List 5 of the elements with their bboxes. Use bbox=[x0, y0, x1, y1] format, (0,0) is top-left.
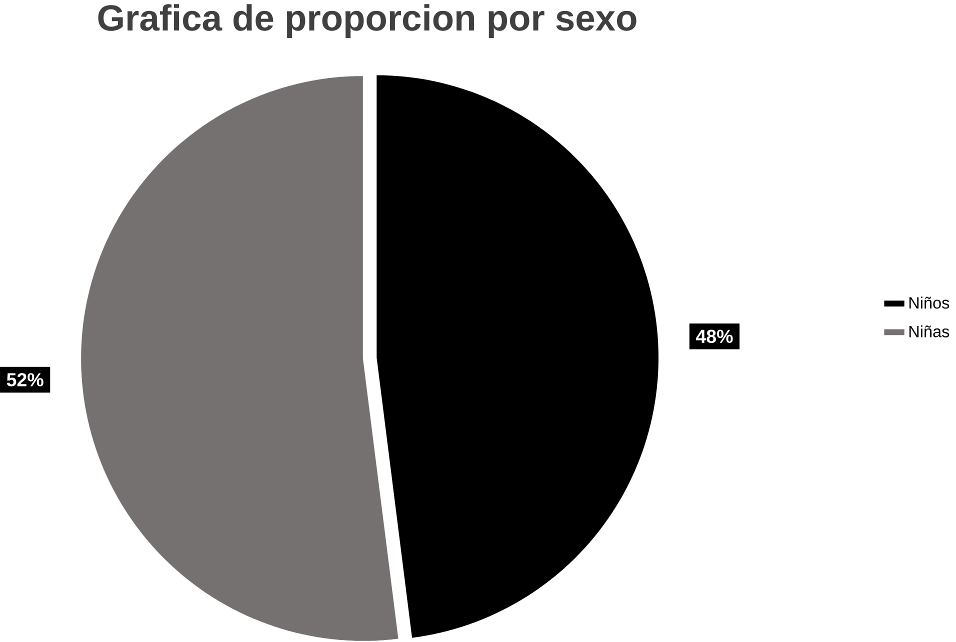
data-label: 48% bbox=[696, 330, 733, 343]
data-label: 52% bbox=[6, 373, 44, 386]
legend-label: Niñas bbox=[909, 325, 950, 338]
legend-label: Niños bbox=[909, 296, 950, 309]
chart-title: Grafica de proporcion por sexo bbox=[98, 4, 636, 38]
